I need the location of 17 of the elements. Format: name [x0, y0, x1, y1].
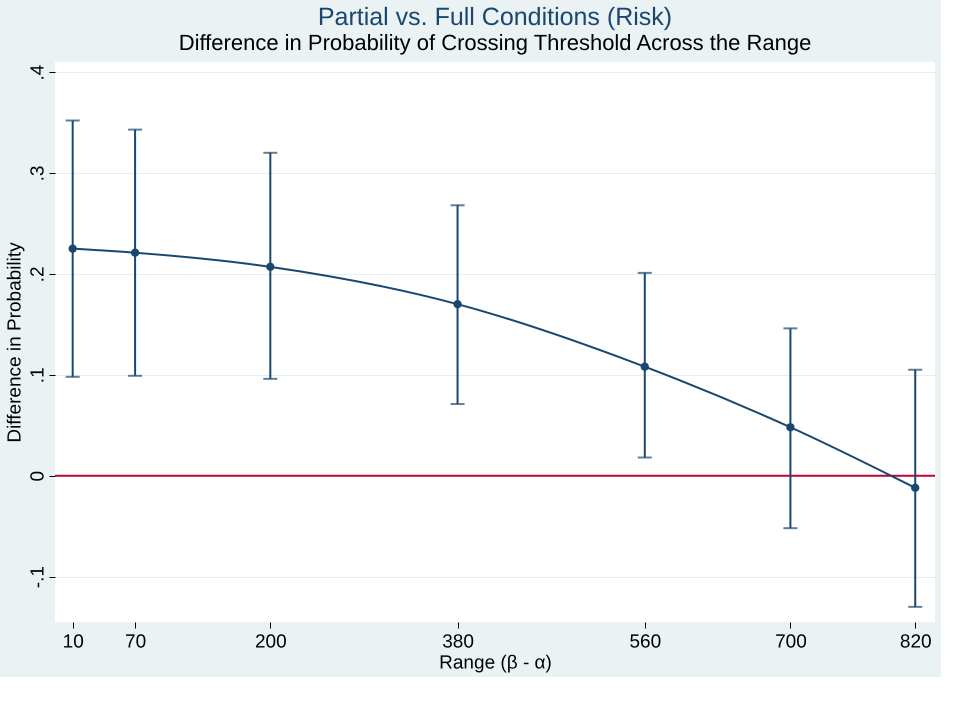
x-tick-label: 70 [125, 632, 146, 652]
x-tick-label: 820 [900, 632, 932, 652]
y-axis-title: Difference in Probability [4, 242, 26, 443]
y-tick-label: .2 [28, 266, 48, 282]
y-tick-label: .1 [28, 367, 48, 384]
y-tick-label: .3 [28, 166, 48, 182]
x-tick-label: 380 [442, 632, 474, 652]
x-tick-label: 200 [254, 632, 287, 652]
chart-subtitle: Difference in Probability of Crossing Threshold Across the Range [178, 30, 812, 55]
y-tick-label: -.1 [28, 566, 48, 588]
y-tick-label: 0 [28, 470, 48, 482]
x-tick-label: 700 [775, 632, 807, 652]
x-tick-label: 560 [629, 632, 662, 652]
x-axis-title: Range (β - α) [439, 652, 552, 674]
x-tick-label: 10 [62, 632, 84, 652]
y-tick-label: .4 [28, 64, 48, 81]
chart-title: Partial vs. Full Conditions (Risk) [318, 3, 672, 31]
